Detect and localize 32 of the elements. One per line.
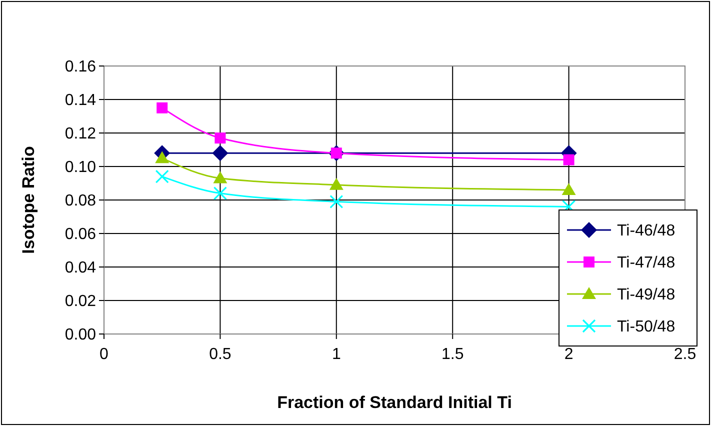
y-tick-label: 0.04 [64,260,96,277]
y-tick-label: 0.06 [64,226,96,244]
y-tick-label: 0.08 [64,192,96,210]
x-tick-label: 2.5 [674,346,696,363]
legend-label: Ti-46/48 [617,222,676,240]
point [329,178,344,190]
point [212,145,228,162]
point [213,186,227,200]
point [330,194,344,208]
x-tick-label: 2 [564,346,574,363]
x-axis-title: Fraction of Standard Initial Ti [277,393,512,412]
x-tick-label: 1 [332,346,341,363]
point [562,182,576,195]
legend-label: Ti-49/48 [617,286,676,304]
y-tick-label: 0.00 [64,326,96,344]
y-tick-label: 0.10 [64,159,96,176]
x-tick-label: 0 [100,346,109,363]
point [155,151,170,164]
point [155,170,169,184]
legend-label: Ti-47/48 [617,254,676,272]
y-tick-label: 0.16 [64,58,96,76]
point [213,171,228,184]
x-tick-label: 1.5 [441,346,464,363]
point [563,154,574,166]
y-axis-title: Isotope Ratio [19,146,38,254]
y-tick-label: 0.14 [64,92,96,110]
y-tick-label: 0.02 [64,293,96,310]
point [156,102,168,114]
y-tick-label: 0.12 [64,126,96,143]
point [214,132,226,144]
legend-label: Ti-50/48 [617,318,676,336]
x-tick-label: 0.5 [209,346,232,363]
